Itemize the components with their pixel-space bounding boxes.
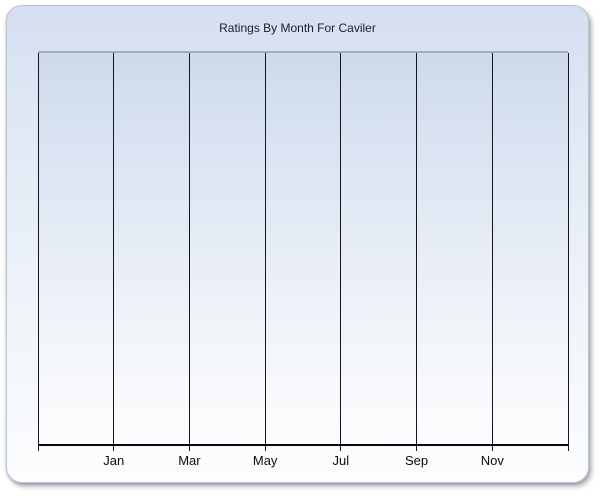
vertical-gridline bbox=[416, 53, 418, 451]
x-tick-label: Jul bbox=[332, 453, 350, 468]
x-tick-label: May bbox=[252, 453, 278, 468]
vertical-gridline bbox=[340, 53, 342, 451]
x-axis-labels: Jan Mar May Jul Sep Nov bbox=[38, 453, 568, 469]
chart-panel: Ratings By Month For Caviler Jan Mar May Ju… bbox=[6, 5, 589, 483]
x-axis-line bbox=[38, 444, 568, 446]
vertical-gridline bbox=[188, 53, 190, 451]
vertical-gridline bbox=[37, 53, 39, 451]
vertical-gridline bbox=[491, 53, 493, 451]
x-tick-label: Sep bbox=[404, 453, 429, 468]
x-tick-label: Mar bbox=[178, 453, 201, 468]
vertical-gridline bbox=[113, 53, 115, 451]
vertical-gridline bbox=[264, 53, 266, 451]
x-tick-label: Nov bbox=[480, 453, 504, 468]
plot-area bbox=[37, 51, 569, 451]
vertical-gridline bbox=[567, 53, 569, 451]
x-tick-label: Jan bbox=[103, 453, 125, 468]
chart-title: Ratings By Month For Caviler bbox=[219, 21, 376, 35]
